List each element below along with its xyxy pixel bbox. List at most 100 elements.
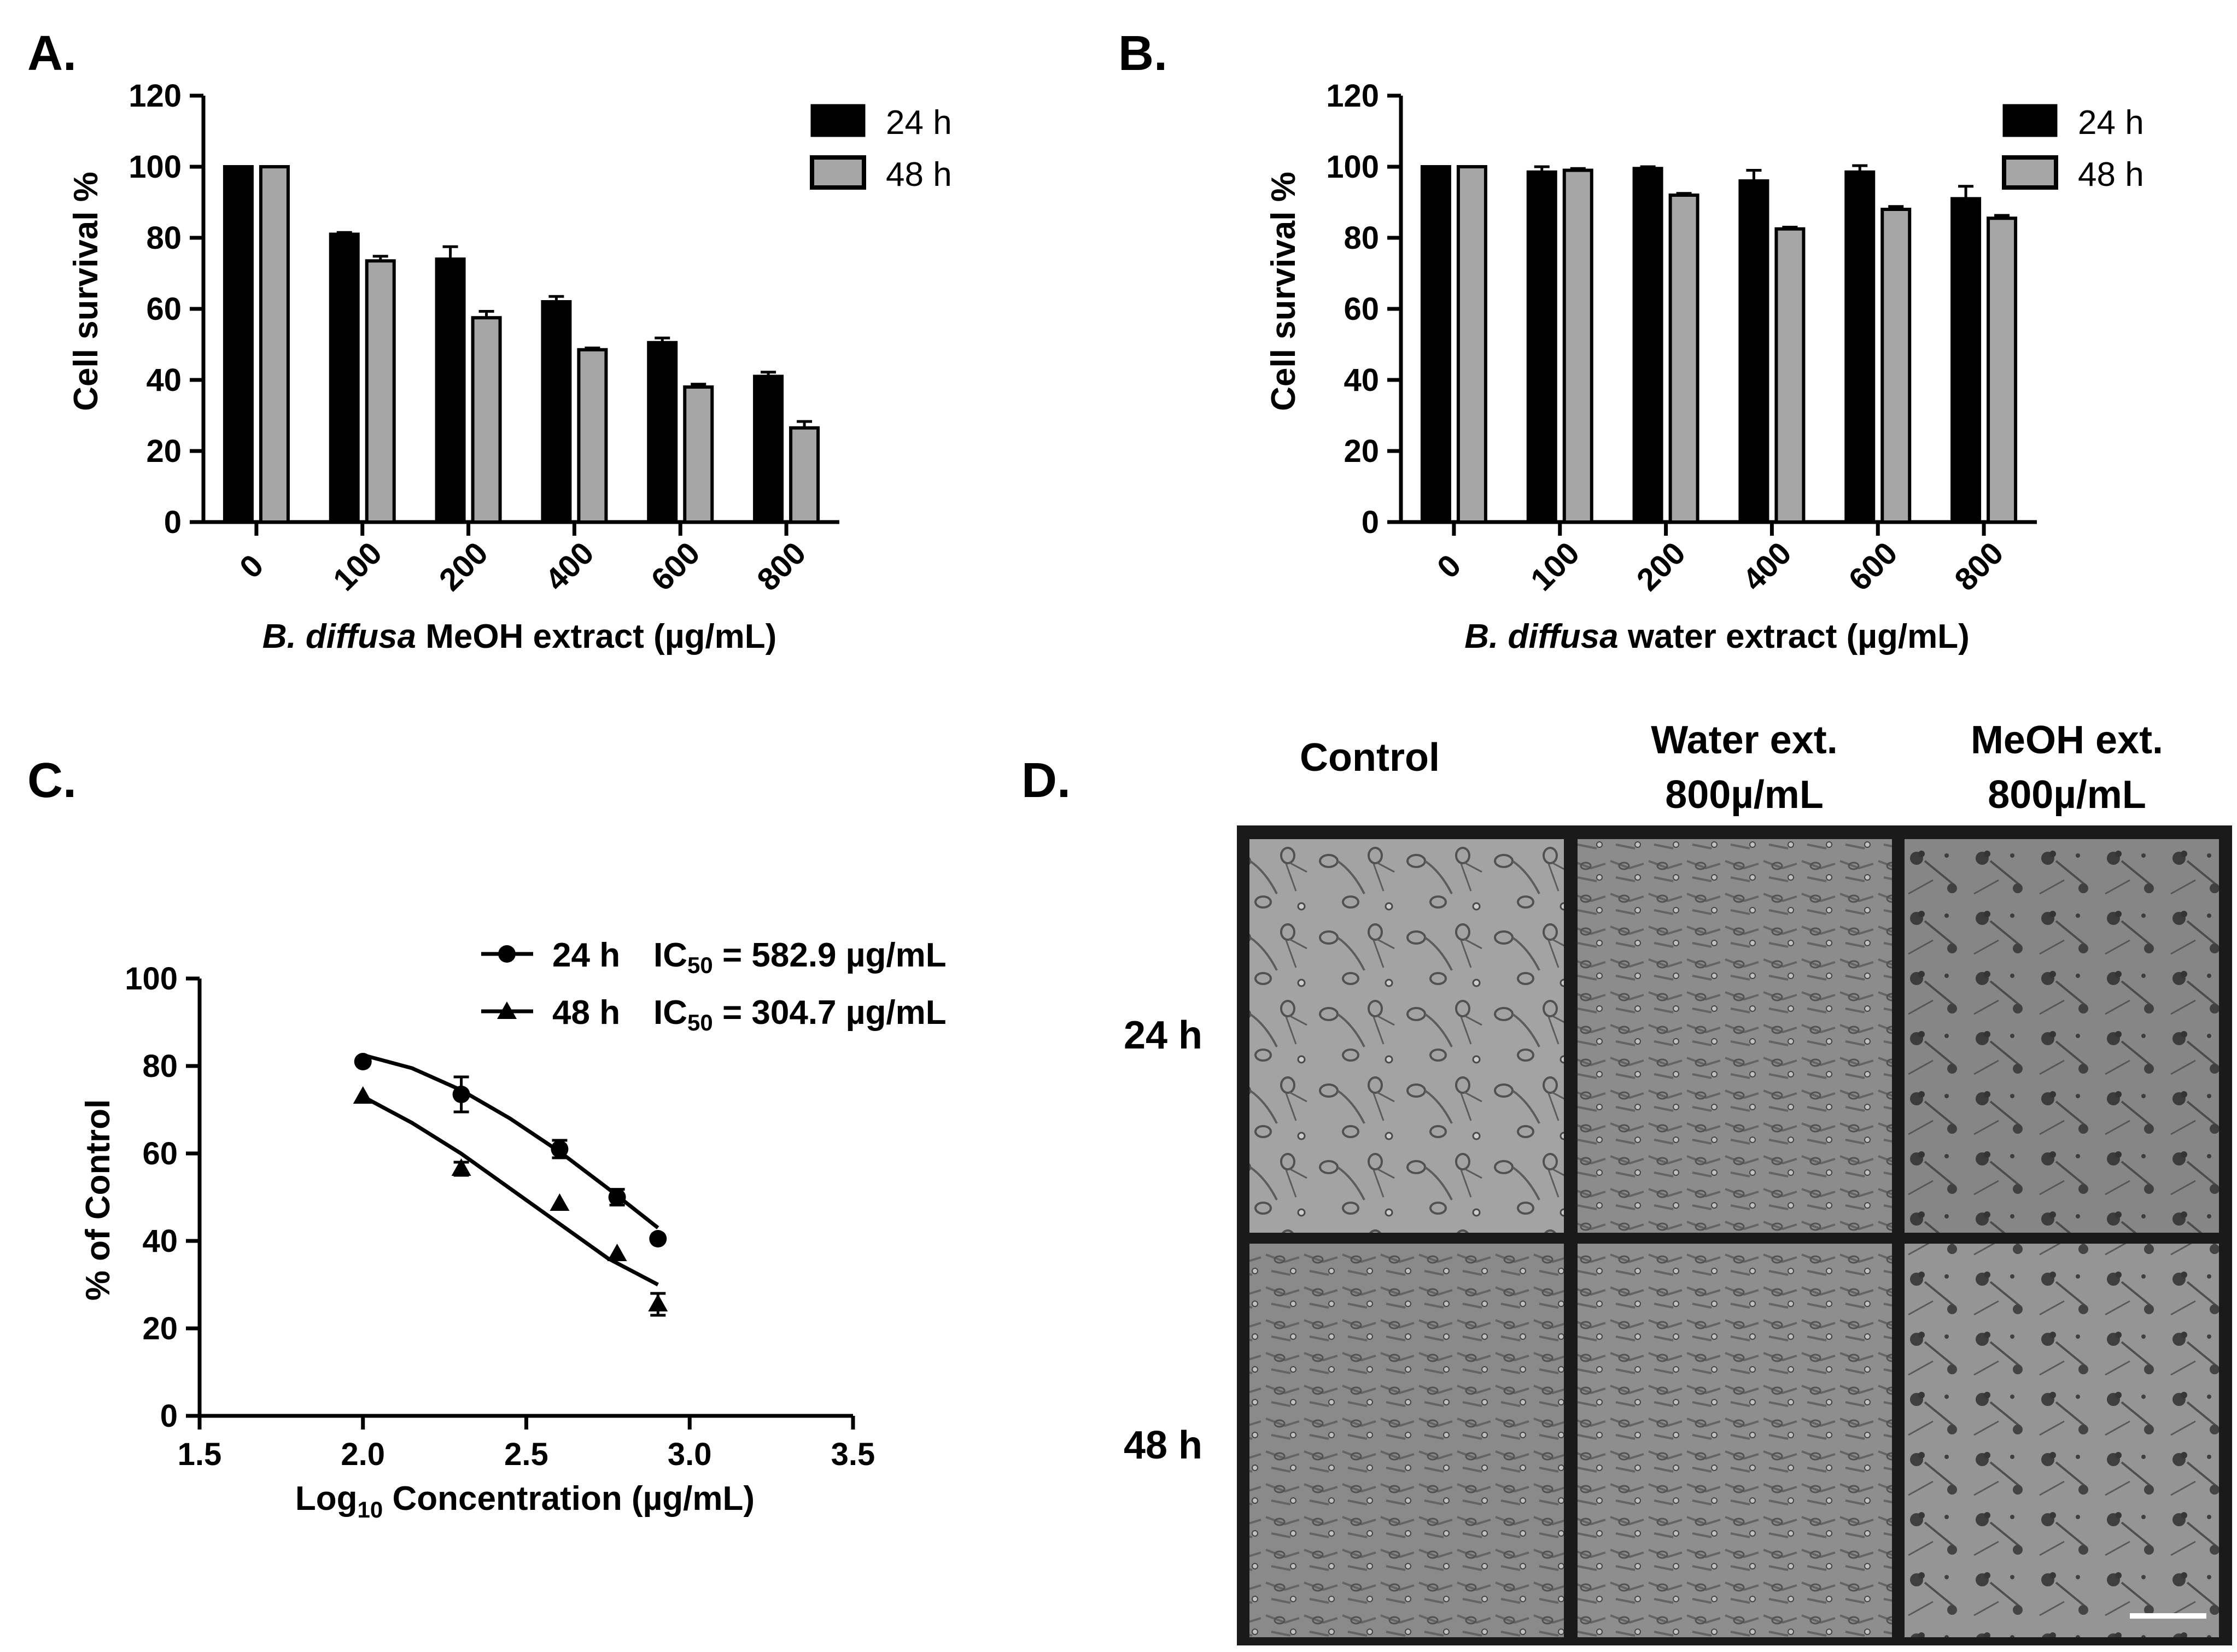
panel-letter-c: C. [27,753,77,808]
micrograph-texture-water-24h [1578,839,1892,1233]
point-48h-2.301 [451,1158,471,1176]
panel-letter-b: B. [1118,26,1167,81]
bar-b-24h-100 [1526,170,1557,524]
x-tick-label-a: 100 [326,535,389,597]
point-24h-2 [354,1053,372,1070]
x-tick-label-b: 200 [1630,535,1692,597]
y-tick-label-c: 0 [160,1398,178,1434]
point-48h-2.602 [550,1193,570,1211]
column-label-control: Control [1300,736,1440,780]
point-48h-2.778 [607,1244,627,1261]
micrograph-texture-control-48h [1249,1244,1564,1637]
y-tick-label-a: 0 [164,505,182,540]
bar-b-48h-800 [1987,216,2018,524]
y-tick-label-a: 60 [146,291,182,327]
bar-a-24h-100 [329,232,360,524]
bar-b-48h-400 [1774,227,1806,524]
legend-label-48h-c: 48 h [552,994,620,1032]
y-tick-label-b: 100 [1326,149,1379,185]
point-48h-2 [353,1086,373,1104]
bar-b-24h-200 [1632,167,1663,524]
x-tick-label-c: 3.5 [831,1437,875,1472]
bar-b-48h-0 [1456,165,1487,524]
y-tick-label-a: 120 [129,78,182,114]
panel-letter-a: A. [27,26,77,81]
y-tick-label-b: 20 [1344,433,1379,469]
bar-a-24h-200 [435,257,466,524]
x-tick-label-c: 2.5 [504,1437,548,1472]
point-24h-2.778 [608,1188,626,1206]
micrograph-texture-control-24h [1249,839,1564,1233]
legend-swatch-48h-b [2002,155,2058,190]
panel-d: D. Control Water ext. 800µ/mL MeOH ext. … [1021,718,2232,1645]
legend-swatch-24h-b [2002,104,2058,137]
bar-a-48h-800 [789,426,820,524]
bar-a-24h-400 [541,300,572,524]
bar-b-48h-100 [1562,168,1593,524]
bar-b-24h-800 [1950,197,1982,524]
fit-curve-48h [362,1094,659,1287]
row-label-48h: 48 h [1124,1423,1202,1467]
row-label-24h: 24 h [1124,1014,1202,1057]
x-tick-label-a: 0 [233,548,271,585]
x-tick-label-a: 400 [538,535,600,597]
y-tick-label-b: 40 [1344,362,1379,398]
bar-b-48h-600 [1880,208,1912,524]
x-tick-label-a: 200 [433,535,495,597]
y-tick-label-a: 40 [146,362,182,398]
bar-b-48h-200 [1668,194,1699,524]
bar-b-24h-400 [1738,179,1769,524]
x-tick-label-c: 1.5 [178,1437,222,1472]
column-label-meoh-line1: MeOH ext. [1971,718,2163,762]
legend-circle-marker [498,945,516,963]
legend-ic50-48h: IC50 = 304.7 µg/mL [653,994,947,1035]
point-24h-2.301 [452,1086,470,1103]
y-tick-label-a: 100 [129,149,182,185]
legend-triangle-marker [497,1001,517,1019]
legend-swatch-48h-a [810,155,866,190]
legend-label-48h-a: 48 h [886,156,952,194]
y-tick-label-b: 120 [1326,78,1379,114]
x-axis-label-b: B. diffusa water extract (µg/mL) [1464,618,1969,655]
legend-label-24h-b: 24 h [2078,104,2144,142]
x-tick-label-a: 600 [644,535,706,597]
micrograph-grid [1249,839,2219,1637]
x-tick-label-b: 800 [1948,535,2010,597]
micrograph-texture-meoh-24h [1905,839,2219,1233]
x-tick-label-b: 100 [1524,535,1586,597]
y-tick-label-c: 60 [142,1136,178,1171]
bar-b-24h-0 [1420,165,1451,524]
x-tick-label-a: 800 [750,535,813,597]
chart-a-marks: 0 20 40 60 80 100 120 0 100 200 400 600 800 [129,78,839,597]
y-tick-label-c: 100 [125,961,178,997]
y-tick-label-b: 0 [1362,505,1379,540]
panel-a: A. 0 20 40 60 80 100 120 0 100 200 400 600 800 Cell … [27,26,952,655]
x-axis-label-a: B. diffusa MeOH extract (µg/mL) [262,618,777,655]
legend-label-24h-c: 24 h [552,936,620,974]
chart-b-marks: 0 20 40 60 80 100 120 0 100 200 400 600 800 [1326,78,2037,597]
y-tick-label-a: 20 [146,433,182,469]
column-label-meoh-line2: 800µ/mL [1988,773,2146,817]
bar-a-48h-200 [471,316,502,524]
y-tick-label-b: 80 [1344,220,1379,256]
y-tick-label-a: 80 [146,220,182,256]
y-tick-label-c: 80 [142,1048,178,1084]
bar-a-48h-400 [577,348,608,524]
legend-label-24h-a: 24 h [886,104,952,142]
point-24h-2.903 [649,1230,667,1247]
point-48h-2.903 [648,1294,668,1311]
y-axis-label-b: Cell survival % [1265,172,1303,411]
x-tick-label-c: 3.0 [668,1437,712,1472]
bar-b-24h-600 [1844,170,1876,524]
x-tick-label-b: 400 [1736,535,1798,597]
legend-ic50-24h: IC50 = 582.9 µg/mL [653,936,947,978]
bar-a-48h-100 [365,259,396,524]
y-axis-label-a: Cell survival % [67,172,105,411]
panel-c: C. 0 20 40 60 80 100 1.5 2.0 2.5 3.0 3.5 % of Cont… [27,753,947,1522]
bar-a-48h-0 [259,165,290,524]
point-24h-2.602 [551,1140,569,1158]
micrograph-texture-meoh-48h [1905,1244,2219,1637]
panel-b: B. 0 20 40 60 80 100 120 0 100 200 400 600 800 Cell … [1118,26,2144,655]
bar-a-24h-600 [647,341,678,524]
